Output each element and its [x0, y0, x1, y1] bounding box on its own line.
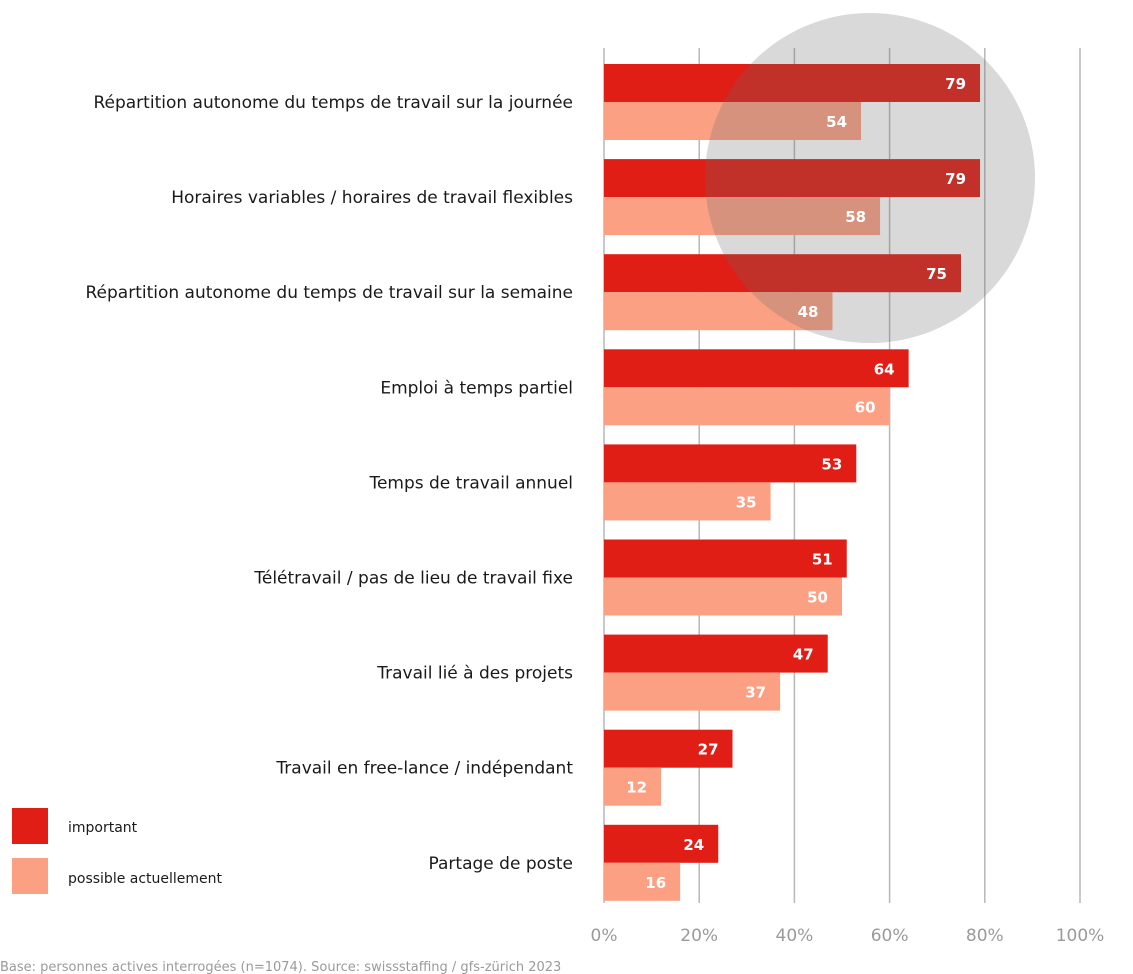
- data-label: 16: [645, 874, 666, 892]
- data-label: 12: [626, 779, 647, 797]
- x-tick-label: 100%: [1056, 926, 1105, 946]
- bar-important: [604, 824, 719, 863]
- bar-possible-actuellement: [604, 767, 662, 806]
- bar-possible-actuellement: [604, 862, 681, 901]
- category-label: Télétravail / pas de lieu de travail fix…: [253, 569, 573, 589]
- data-label: 37: [745, 684, 766, 702]
- legend-swatch-possible-actuellement: [12, 858, 48, 894]
- legend: important possible actuellement: [12, 808, 223, 894]
- data-label: 58: [845, 208, 866, 226]
- data-label: 50: [807, 589, 828, 607]
- bar-possible-actuellement: [604, 672, 781, 711]
- x-tick-label: 60%: [871, 926, 909, 946]
- legend-label-important: important: [68, 820, 138, 836]
- category-label: Emploi à temps partiel: [380, 378, 573, 398]
- bar-important: [604, 64, 981, 102]
- bar-possible-actuellement: [604, 292, 833, 331]
- data-label: 79: [945, 170, 966, 188]
- data-label: 64: [874, 360, 895, 378]
- labels: 0% 20% 40% 60% 80% 100% 79 54 Répartition autono…: [86, 75, 1105, 946]
- legend-label-possible-actuellement: possible actuellement: [68, 871, 223, 887]
- bar-possible-actuellement: [604, 577, 842, 616]
- category-label: Horaires variables / horaires de travail…: [171, 188, 573, 208]
- category-label: Répartition autonome du temps de travail…: [93, 93, 573, 113]
- bar-important: [604, 349, 909, 388]
- category-label: Partage de poste: [429, 854, 573, 874]
- category-label: Travail en free-lance / indépendant: [275, 759, 573, 779]
- legend-swatch-important: [12, 808, 48, 844]
- data-label: 27: [698, 741, 719, 759]
- bar-important: [604, 539, 847, 578]
- data-label: 35: [736, 493, 757, 511]
- data-label: 51: [812, 551, 833, 569]
- category-label: Répartition autonome du temps de travail…: [86, 283, 574, 303]
- bar-possible-actuellement: [604, 482, 771, 521]
- highlight-layer: [705, 13, 1035, 343]
- bars: [604, 64, 981, 901]
- bar-important: [604, 254, 961, 293]
- data-label: 47: [793, 646, 814, 664]
- highlight-circle: [705, 13, 1035, 343]
- data-label: 48: [798, 303, 819, 321]
- x-tick-label: 40%: [776, 926, 814, 946]
- bar-possible-actuellement: [604, 197, 881, 236]
- bar-possible-actuellement: [604, 387, 890, 426]
- data-label: 54: [826, 113, 847, 131]
- category-label: Travail lié à des projets: [376, 664, 573, 684]
- bar-important: [604, 729, 733, 768]
- source-note: Base: personnes actives interrogées (n=1…: [0, 960, 561, 974]
- data-label: 75: [926, 265, 947, 283]
- x-tick-label: 20%: [680, 926, 718, 946]
- bar-important: [604, 444, 857, 483]
- bar-possible-actuellement: [604, 102, 862, 140]
- x-tick-label: 80%: [966, 926, 1004, 946]
- data-label: 79: [945, 75, 966, 93]
- data-label: 24: [683, 836, 704, 854]
- bar-important: [604, 159, 981, 198]
- x-tick-label: 0%: [591, 926, 618, 946]
- data-label: 53: [821, 455, 842, 473]
- data-label: 60: [855, 398, 876, 416]
- category-label: Temps de travail annuel: [368, 473, 573, 493]
- bar-important: [604, 634, 828, 673]
